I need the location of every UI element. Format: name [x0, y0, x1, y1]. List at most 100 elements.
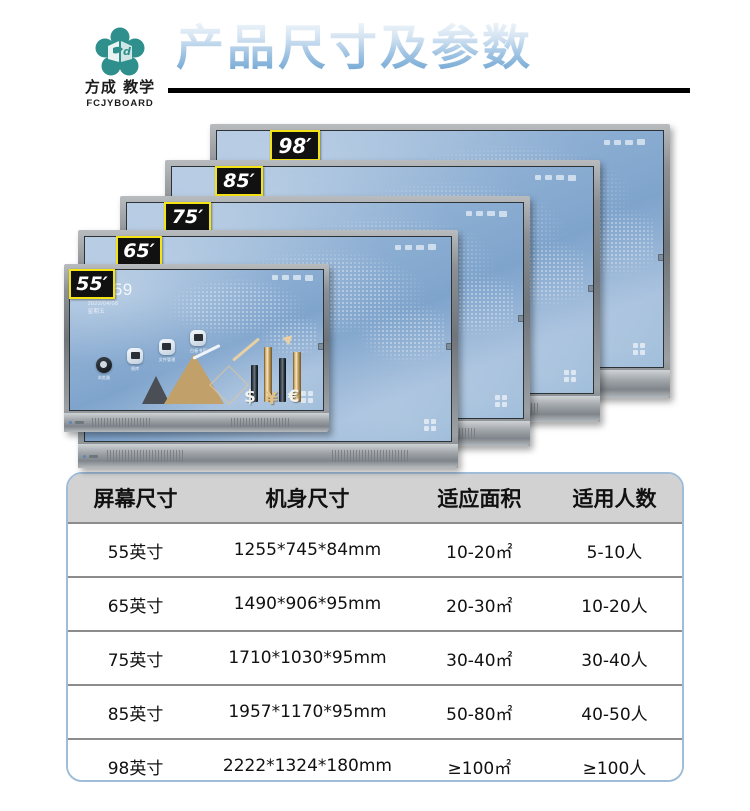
home-icon — [604, 139, 611, 145]
size-tag-75: 75′ — [164, 202, 211, 232]
app-browser[interactable]: 浏览器 — [95, 356, 112, 381]
cell-area: 10-20㎡ — [411, 523, 547, 578]
fc-flower-logo-icon: d — [94, 26, 146, 78]
size-tag-55: 55′ — [69, 269, 115, 299]
status-icons-75 — [466, 210, 508, 217]
size-tag-65-label: 65′ — [123, 239, 155, 262]
app-whiteboard-label: 白板书写 — [190, 347, 207, 353]
app-gallery-label: 图库 — [131, 365, 140, 371]
cloud-icon — [281, 275, 289, 281]
cell-body-size: 2222*1324*180mm — [203, 739, 412, 780]
home-icon — [271, 275, 278, 281]
brand-logo: d 方成 教学 FCJYBOARD — [72, 26, 168, 109]
clock-date: 2022/04/08 — [87, 301, 119, 308]
size-tag-65: 65′ — [116, 236, 162, 266]
spec-table: 屏幕尺寸 机身尺寸 适应面积 适用人数 55英寸 1255*745*84mm 1… — [68, 474, 682, 780]
brand-name-cn: 方成 教学 — [84, 78, 156, 96]
clock-weekday: 星期五 — [87, 308, 106, 315]
cell-screen-size: 85英寸 — [68, 685, 204, 740]
grid-menu-icon[interactable] — [564, 369, 577, 382]
grid-menu-icon[interactable] — [300, 391, 313, 403]
home-icon — [395, 244, 402, 250]
th-people-count: 适用人数 — [546, 474, 682, 524]
files-icon — [158, 338, 175, 355]
app-gallery[interactable]: 图库 — [127, 347, 144, 372]
speaker-grille-right — [332, 450, 408, 462]
status-icons-65 — [395, 244, 437, 251]
cell-area: ≥100㎡ — [411, 739, 547, 780]
battery-icon — [416, 244, 425, 250]
side-button-98[interactable] — [658, 253, 663, 261]
table-row: 65英寸 1490*906*95mm 20-30㎡ 10-20人 — [68, 577, 682, 632]
cloud-icon — [545, 175, 553, 181]
cloud-icon — [476, 211, 484, 217]
cell-area: 30-40㎡ — [411, 631, 547, 686]
speaker-bar-55 — [64, 413, 329, 432]
th-suitable-area: 适应面积 — [411, 474, 547, 524]
app-whiteboard[interactable]: 白板书写 — [190, 329, 207, 354]
cell-people: ≥100人 — [546, 739, 682, 780]
indicator-leds-55 — [69, 421, 84, 424]
speaker-grille-left — [92, 418, 151, 427]
table-row: 85英寸 1957*1170*95mm 50-80㎡ 40-50人 — [68, 685, 682, 740]
battery-icon — [292, 275, 301, 281]
table-header-row: 屏幕尺寸 机身尺寸 适应面积 适用人数 — [68, 474, 682, 524]
svg-text:d: d — [123, 45, 131, 58]
th-body-size: 机身尺寸 — [203, 474, 412, 524]
size-tag-98-label: 98′ — [278, 133, 312, 158]
th-screen-size: 屏幕尺寸 — [68, 474, 204, 524]
cell-screen-size: 98英寸 — [68, 739, 204, 780]
cell-people: 5-10人 — [546, 523, 682, 578]
whiteboard-icon — [190, 329, 207, 346]
table-row: 75英寸 1710*1030*95mm 30-40㎡ 30-40人 — [68, 631, 682, 686]
cell-body-size: 1710*1030*95mm — [203, 631, 412, 686]
speaker-grille-right — [230, 418, 289, 427]
battery-icon — [556, 175, 565, 181]
cell-area: 20-30㎡ — [411, 577, 547, 632]
app-icon-row: 浏览器 图库 文件管理 白板书写 — [93, 323, 250, 387]
size-tag-98: 98′ — [270, 130, 320, 161]
grid-menu-icon[interactable] — [424, 418, 437, 431]
cell-people: 10-20人 — [546, 577, 682, 632]
grid-menu-icon[interactable] — [495, 395, 508, 408]
side-button-65[interactable] — [446, 343, 451, 351]
wifi-icon — [428, 244, 437, 251]
status-icons-85 — [535, 174, 577, 181]
compass-icon — [95, 356, 112, 373]
world-map-pattern — [161, 278, 318, 366]
size-tag-75-label: 75′ — [171, 205, 204, 228]
home-icon — [535, 175, 542, 181]
brand-name-en: FCJYBOARD — [86, 98, 154, 109]
cell-people: 30-40人 — [546, 631, 682, 686]
speaker-grille-left — [107, 450, 183, 462]
table-row: 98英寸 2222*1324*180mm ≥100㎡ ≥100人 — [68, 739, 682, 780]
cell-body-size: 1490*906*95mm — [203, 577, 412, 632]
pyramid-large — [163, 353, 224, 404]
page-header: d 方成 教学 FCJYBOARD 产品尺寸及参数 — [0, 0, 750, 118]
cell-screen-size: 55英寸 — [68, 523, 204, 578]
grid-menu-icon[interactable] — [633, 343, 646, 356]
side-button-75[interactable] — [518, 314, 523, 322]
page-title: 产品尺寸及参数 — [176, 20, 534, 76]
cloud-icon — [405, 244, 413, 250]
status-icons-98 — [604, 139, 646, 146]
speaker-bar-65 — [78, 444, 458, 468]
monitor-55: 14:59 2022/04/08 星期五 浏览器 图库 文件管理 — [64, 264, 329, 432]
cell-screen-size: 75英寸 — [68, 631, 204, 686]
side-button-85[interactable] — [588, 284, 593, 292]
cell-screen-size: 65英寸 — [68, 577, 204, 632]
app-browser-label: 浏览器 — [97, 374, 111, 380]
cell-body-size: 1255*745*84mm — [203, 523, 412, 578]
business-illustration-55: $ ¥ € — [138, 330, 320, 409]
size-tag-85-label: 85′ — [223, 169, 255, 192]
title-underline — [168, 88, 690, 93]
battery-icon — [625, 139, 634, 145]
cell-body-size: 1957*1170*95mm — [203, 685, 412, 740]
wifi-icon — [568, 174, 577, 181]
currency-usd: $ — [243, 387, 256, 408]
wifi-icon — [499, 210, 508, 217]
home-icon — [466, 211, 473, 217]
indicator-leds-65 — [83, 454, 98, 458]
cell-people: 40-50人 — [546, 685, 682, 740]
side-button-55[interactable] — [318, 342, 323, 350]
